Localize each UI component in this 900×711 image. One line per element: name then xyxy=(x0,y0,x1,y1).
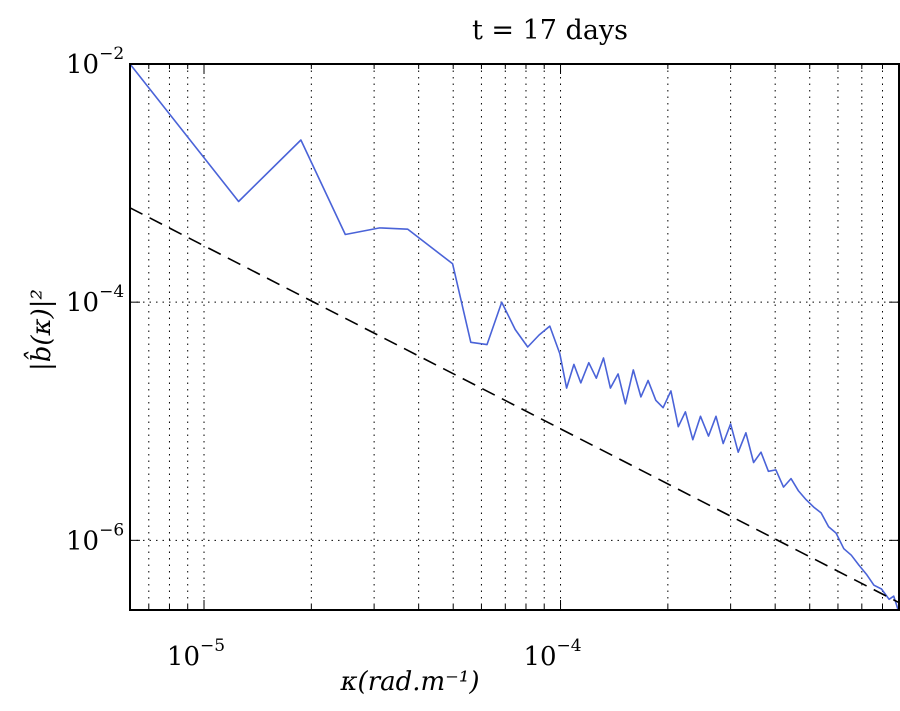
reference-slope-line xyxy=(129,207,900,604)
x-axis-label: κ(rad.m⁻¹) xyxy=(340,667,480,697)
x-tick-label: 10−5 xyxy=(167,636,225,672)
x-tick-labels: 10−5 10−4 xyxy=(167,636,582,672)
chart-title: t = 17 days xyxy=(472,15,628,46)
y-axis-label: |b̂(κ)|² xyxy=(23,289,57,371)
plot-area xyxy=(129,63,900,611)
axes-frame xyxy=(129,63,900,611)
y-tick-label: 10−4 xyxy=(66,282,124,318)
y-tick-label: 10−6 xyxy=(66,520,124,556)
grid-lines xyxy=(130,63,899,610)
tick-marks xyxy=(130,63,899,610)
y-tick-labels: 10−2 10−4 10−6 xyxy=(66,44,124,556)
x-tick-label: 10−4 xyxy=(523,636,581,672)
spectrum-line xyxy=(129,63,899,611)
y-tick-label: 10−2 xyxy=(66,44,124,80)
